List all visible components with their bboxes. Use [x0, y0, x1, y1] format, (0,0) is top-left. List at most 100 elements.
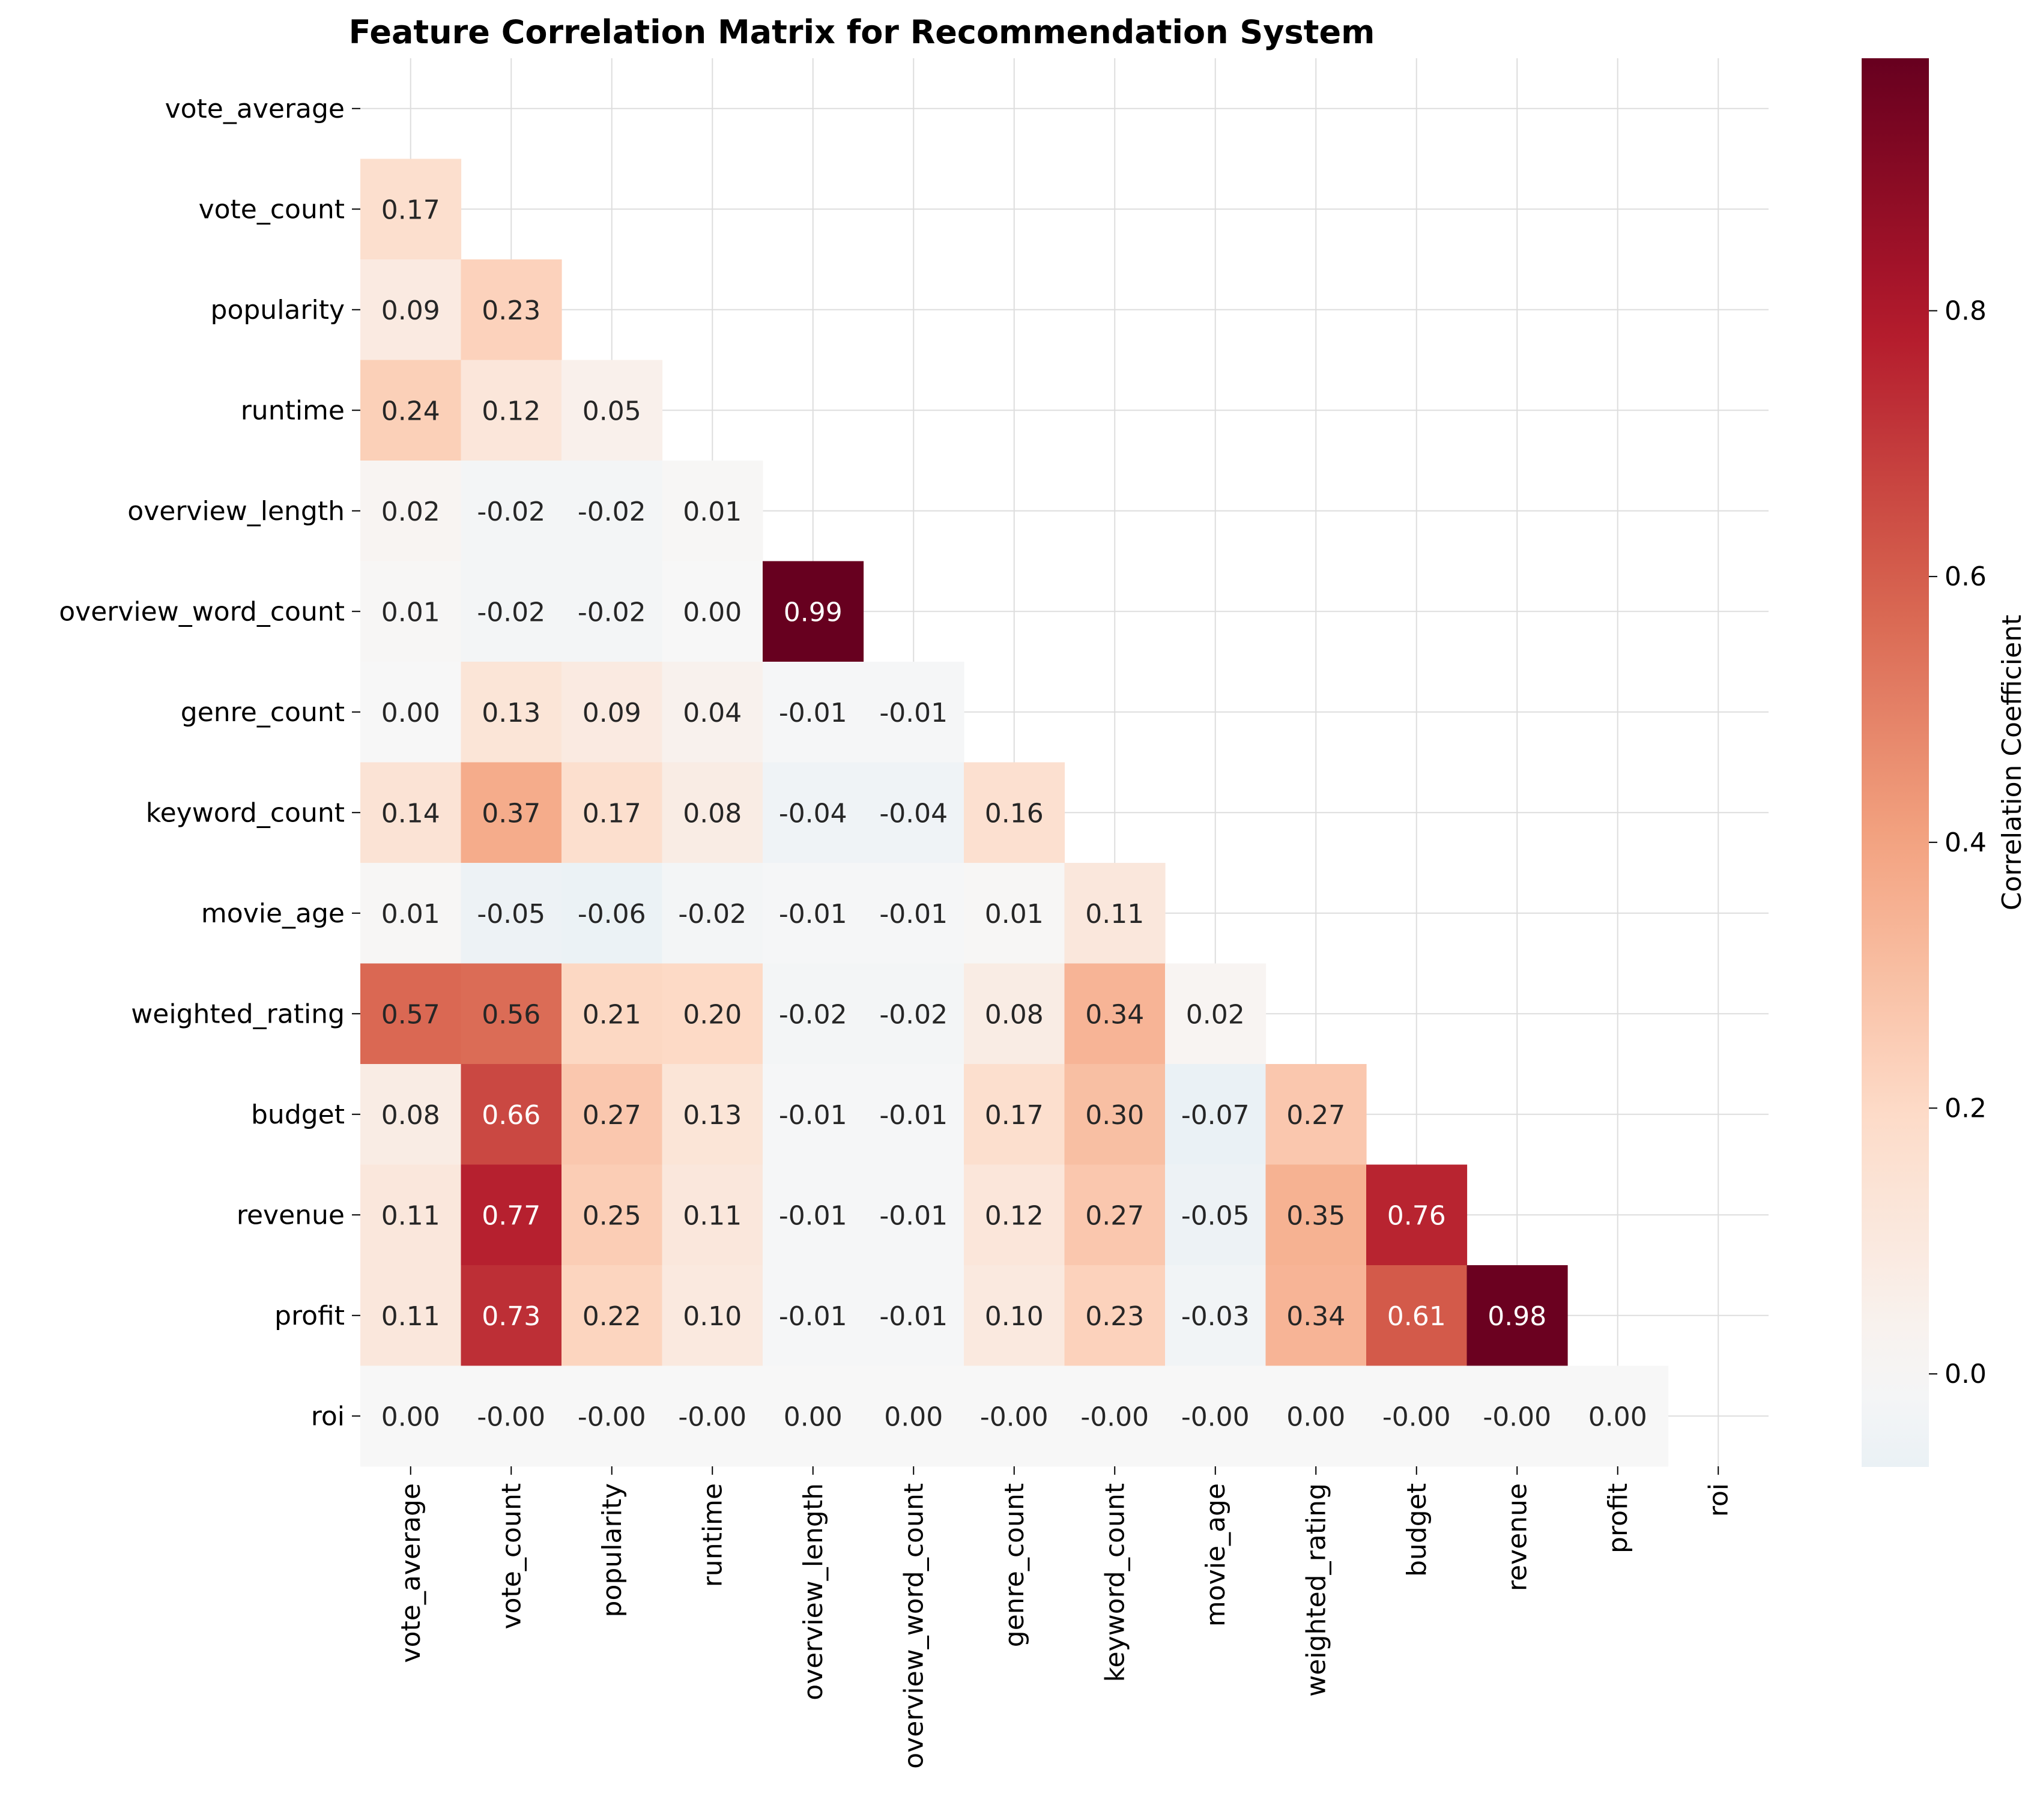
x-tick-label: popularity [597, 1483, 628, 1617]
y-tick-label: overview_word_count [59, 596, 345, 627]
cell-value-label: 0.01 [985, 899, 1044, 930]
y-tick-label: budget [251, 1099, 345, 1130]
heatmap-cell [360, 863, 462, 964]
cell-value-label: -0.00 [578, 1401, 646, 1432]
colorbar-tick-label: 0.6 [1945, 561, 1987, 592]
cell-value-label: 0.00 [683, 597, 742, 627]
x-tick-label: overview_word_count [898, 1483, 929, 1769]
cell-value-label: 0.02 [381, 497, 440, 527]
heatmap-cell [964, 1265, 1065, 1367]
heatmap-cell [662, 1064, 763, 1165]
cell-value-label: -0.01 [779, 698, 847, 728]
cell-value-label: -0.02 [678, 899, 746, 930]
colorbar-tick-label: 0.0 [1945, 1359, 1987, 1389]
cell-value-label: 0.08 [381, 1100, 440, 1131]
cell-value-label: 0.22 [583, 1301, 641, 1332]
heatmap-cell [461, 1365, 562, 1467]
cell-value-label: 0.00 [1286, 1401, 1345, 1432]
cell-value-label: -0.04 [879, 798, 948, 829]
cell-value-label: 0.08 [985, 999, 1044, 1030]
cell-value-label: 0.12 [985, 1200, 1044, 1231]
heatmap-cell [561, 863, 663, 964]
heatmap-cell [763, 1164, 864, 1266]
heatmap-cell [561, 963, 663, 1065]
cell-value-label: 0.13 [482, 698, 540, 728]
heatmap-cell [763, 561, 864, 662]
colorbar-tick-label: 0.2 [1945, 1093, 1987, 1123]
heatmap-cell [863, 1064, 964, 1165]
cell-value-label: 0.25 [583, 1200, 641, 1231]
heatmap-cell [1466, 1365, 1568, 1467]
x-tick-label: vote_count [496, 1483, 527, 1629]
cell-value-label: 0.17 [985, 1100, 1044, 1131]
cell-value-label: -0.00 [678, 1401, 746, 1432]
cell-value-label: 0.34 [1085, 999, 1144, 1030]
heatmap-cell [561, 1064, 663, 1165]
cell-value-label: 0.04 [683, 698, 742, 728]
cell-value-label: -0.03 [1181, 1301, 1250, 1332]
heatmap-cells [360, 159, 1669, 1467]
cell-value-label: 0.99 [784, 597, 843, 627]
cell-value-label: 0.01 [381, 899, 440, 930]
cell-value-label: 0.10 [985, 1301, 1044, 1332]
cell-value-label: 0.05 [583, 396, 641, 426]
heatmap-cell [763, 1365, 864, 1467]
heatmap-cell [461, 461, 562, 562]
heatmap-cell [662, 963, 763, 1065]
heatmap-cell [1366, 1365, 1468, 1467]
cell-value-label: 0.13 [683, 1100, 742, 1131]
x-tick-label: profit [1603, 1483, 1633, 1553]
heatmap-cell [763, 662, 864, 763]
cell-value-label: 0.66 [482, 1100, 540, 1131]
cell-value-label: 0.01 [683, 497, 742, 527]
cell-value-label: 0.56 [482, 999, 540, 1030]
x-tick-label: revenue [1502, 1483, 1533, 1591]
cell-value-label: 0.17 [583, 798, 641, 829]
x-tick-label: keyword_count [1100, 1483, 1130, 1682]
y-tick-label: roi [311, 1401, 345, 1432]
cell-value-label: -0.05 [1181, 1200, 1250, 1231]
cell-value-label: -0.01 [779, 1301, 847, 1332]
heatmap-cell [1265, 1365, 1367, 1467]
heatmap-cell [1064, 963, 1166, 1065]
cell-value-label: 0.00 [884, 1401, 943, 1432]
heatmap-cell [561, 1365, 663, 1467]
cell-value-label: 0.23 [482, 295, 540, 326]
heatmap-cell [561, 1164, 663, 1266]
x-tick-label: genre_count [999, 1483, 1030, 1647]
cell-value-label: -0.00 [1181, 1401, 1250, 1432]
cell-value-label: 0.20 [683, 999, 742, 1030]
heatmap-cell [662, 561, 763, 662]
chart-title: Feature Correlation Matrix for Recommend… [349, 13, 1375, 51]
heatmap-cell [763, 863, 864, 964]
heatmap-cell [964, 863, 1065, 964]
heatmap-cell [461, 863, 562, 964]
cell-value-label: 0.09 [381, 295, 440, 326]
heatmap-cell [1165, 963, 1267, 1065]
cell-value-label: 0.00 [381, 1401, 440, 1432]
cell-value-label: -0.01 [879, 1100, 948, 1131]
heatmap-cell [561, 461, 663, 562]
heatmap-cell [964, 762, 1065, 863]
heatmap-cell [1366, 1265, 1468, 1367]
cell-value-label: -0.01 [879, 899, 948, 930]
heatmap-cell [561, 1265, 663, 1367]
heatmap-cell [461, 662, 562, 763]
cell-value-label: 0.14 [381, 798, 440, 829]
heatmap-cell [360, 762, 462, 863]
heatmap-cell [763, 762, 864, 863]
heatmap-cell [360, 1365, 462, 1467]
y-tick-label: movie_age [201, 898, 345, 929]
cell-value-label: 0.73 [482, 1301, 540, 1332]
heatmap-cell [1064, 1265, 1166, 1367]
cell-value-label: 0.10 [683, 1301, 742, 1332]
cell-value-label: 0.30 [1085, 1100, 1144, 1131]
x-tick-label: weighted_rating [1301, 1483, 1331, 1697]
cell-value-label: 0.17 [381, 195, 440, 225]
colorbar: 0.0 0.2 0.4 0.6 0.8 Correlation Coefficient [1862, 58, 2027, 1467]
heatmap-cell [964, 1365, 1065, 1467]
cell-value-label: -0.06 [578, 899, 646, 930]
y-tick-label: vote_average [165, 94, 345, 124]
y-tick-label: revenue [237, 1200, 345, 1230]
